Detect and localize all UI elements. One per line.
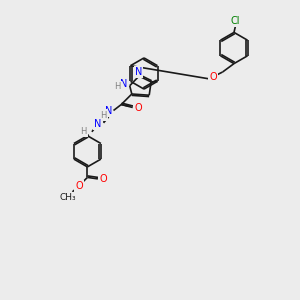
Text: H: H	[80, 127, 87, 136]
Text: N: N	[105, 106, 112, 116]
Text: N: N	[120, 79, 127, 89]
Text: H: H	[100, 110, 106, 119]
Text: O: O	[134, 103, 142, 112]
Text: O: O	[75, 181, 83, 191]
Text: Cl: Cl	[231, 16, 240, 26]
Text: CH₃: CH₃	[60, 193, 76, 202]
Text: O: O	[209, 72, 217, 82]
Text: H: H	[115, 82, 121, 91]
Text: N: N	[135, 67, 142, 77]
Text: O: O	[100, 174, 107, 184]
Text: N: N	[94, 119, 102, 129]
